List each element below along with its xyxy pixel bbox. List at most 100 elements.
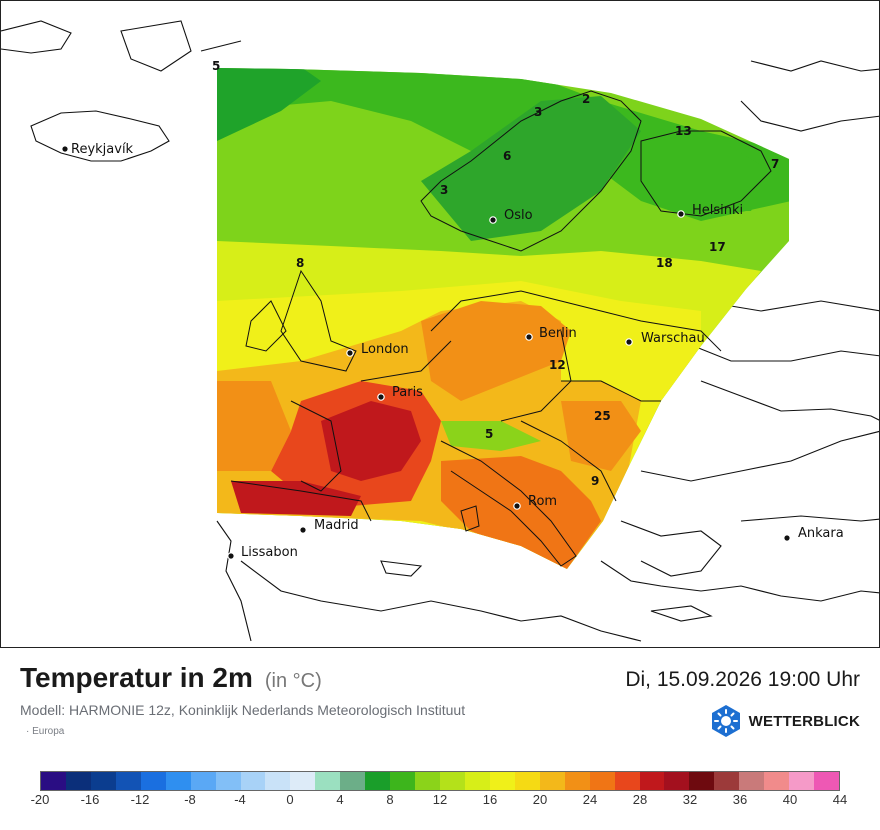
city-ankara[interactable]: Ankara [783,526,844,542]
legend-swatch [664,772,690,790]
svg-text:Lissabon: Lissabon [241,545,298,560]
value-label: 17 [709,240,726,254]
city-warschau[interactable]: Warschau [625,331,705,346]
legend-tick-label: 12 [432,792,448,807]
map-title: Temperatur in 2m [20,662,253,693]
legend-swatch [564,772,590,790]
legend-swatch [41,772,66,790]
legend-ticks: -20 -16 -12 -8 -4 0 4 8 12 16 20 24 28 32 36 40 44 [31,792,848,810]
legend-tick-label: 8 [386,792,394,807]
value-label: 9 [591,474,599,488]
legend-swatch [789,772,815,790]
legend-swatch [514,772,540,790]
svg-text:Rom: Rom [528,494,557,509]
value-label: 12 [549,358,566,372]
city-reykjavik[interactable]: Reykjavík [61,142,134,157]
legend-tick-label: 16 [482,792,498,807]
forecast-datetime: Di, 15.09.2026 19:00 Uhr [625,668,860,691]
legend-swatch [464,772,490,790]
temperature-map[interactable]: Reykjavík Oslo Helsinki Berlin Warschau … [0,0,880,648]
city-lissabon[interactable]: Lissabon [227,545,298,560]
value-label: 5 [485,427,493,441]
legend-tick-label: 0 [286,792,294,807]
brand-name: WETTERBLICK [748,712,860,730]
city-helsinki[interactable]: Helsinki [677,203,743,218]
legend-swatch [390,772,416,790]
legend-swatch [215,772,241,790]
legend-swatch [115,772,141,790]
legend-tick-label: -20 [30,792,50,807]
legend-swatch [689,772,715,790]
legend-tick-label: 28 [632,792,648,807]
legend-swatch [814,772,839,790]
legend-swatch [165,772,191,790]
value-label: 3 [440,183,448,197]
value-label: 25 [594,409,611,423]
svg-text:Paris: Paris [392,385,423,400]
legend-swatch [265,772,291,790]
legend-swatch [639,772,665,790]
svg-text:Reykjavík: Reykjavík [71,142,134,157]
svg-text:Berlin: Berlin [539,326,577,341]
svg-text:Warschau: Warschau [641,331,705,346]
color-legend [40,771,840,791]
value-label: 3 [534,105,542,119]
domain-coastlines [230,90,772,567]
legend-swatch [415,772,440,790]
value-label: 5 [212,59,220,73]
legend-swatch [365,772,391,790]
city-paris[interactable]: Paris [377,385,423,401]
value-label: 7 [771,157,779,171]
legend-swatch [714,772,740,790]
title-row: Temperatur in 2m (in °C) [20,662,322,696]
legend-tick-label: 24 [582,792,598,807]
city-oslo[interactable]: Oslo [489,208,533,224]
city-berlin[interactable]: Berlin [525,326,577,341]
legend-swatch [90,772,116,790]
value-label: 8 [296,256,304,270]
value-label: 18 [656,256,673,270]
legend-swatch [340,772,366,790]
svg-text:London: London [361,342,409,357]
map-unit: (in °C) [264,670,322,692]
city-madrid[interactable]: Madrid [299,518,359,534]
temperature-field [217,68,789,569]
legend-swatch [65,772,91,790]
legend-swatch [589,772,615,790]
legend-tick-label: 32 [682,792,698,807]
svg-text:Madrid: Madrid [314,518,359,533]
value-labels: 5 2 3 13 6 7 3 17 18 8 12 25 5 9 [212,59,779,488]
city-london[interactable]: London [346,342,409,357]
legend-swatch [539,772,565,790]
legend-swatch [764,772,790,790]
map-canvas: Reykjavík Oslo Helsinki Berlin Warschau … [1,20,879,642]
city-markers: Reykjavík Oslo Helsinki Berlin Warschau … [61,142,844,560]
value-label: 2 [582,92,590,106]
legend-tick-label: -16 [80,792,100,807]
legend-tick-label: 4 [336,792,344,807]
legend-swatch [739,772,765,790]
brand-logo-group[interactable]: WETTERBLICK [709,704,860,738]
legend-swatch [190,772,216,790]
legend-swatch [140,772,166,790]
value-label: 6 [503,149,511,163]
city-rom[interactable]: Rom [513,494,557,510]
svg-text:Ankara: Ankara [798,526,844,541]
value-label: 13 [675,124,692,138]
legend-tick-label: -4 [234,792,246,807]
sun-snowflake-icon [711,705,740,737]
legend-swatch [290,772,316,790]
legend-tick-label: 44 [832,792,848,807]
legend-swatch [614,772,640,790]
legend-tick-label: -8 [184,792,196,807]
legend-swatch [489,772,515,790]
legend-tick-label: 40 [782,792,798,807]
svg-text:Helsinki: Helsinki [692,203,743,218]
legend-swatch [440,772,465,790]
legend-tick-label: 36 [732,792,748,807]
model-info: Modell: HARMONIE 12z, Koninklijk Nederla… [20,702,466,718]
legend-swatch [240,772,266,790]
legend-tick-label: -12 [130,792,150,807]
region-label: · Europa [26,726,65,737]
svg-text:Oslo: Oslo [504,208,533,223]
